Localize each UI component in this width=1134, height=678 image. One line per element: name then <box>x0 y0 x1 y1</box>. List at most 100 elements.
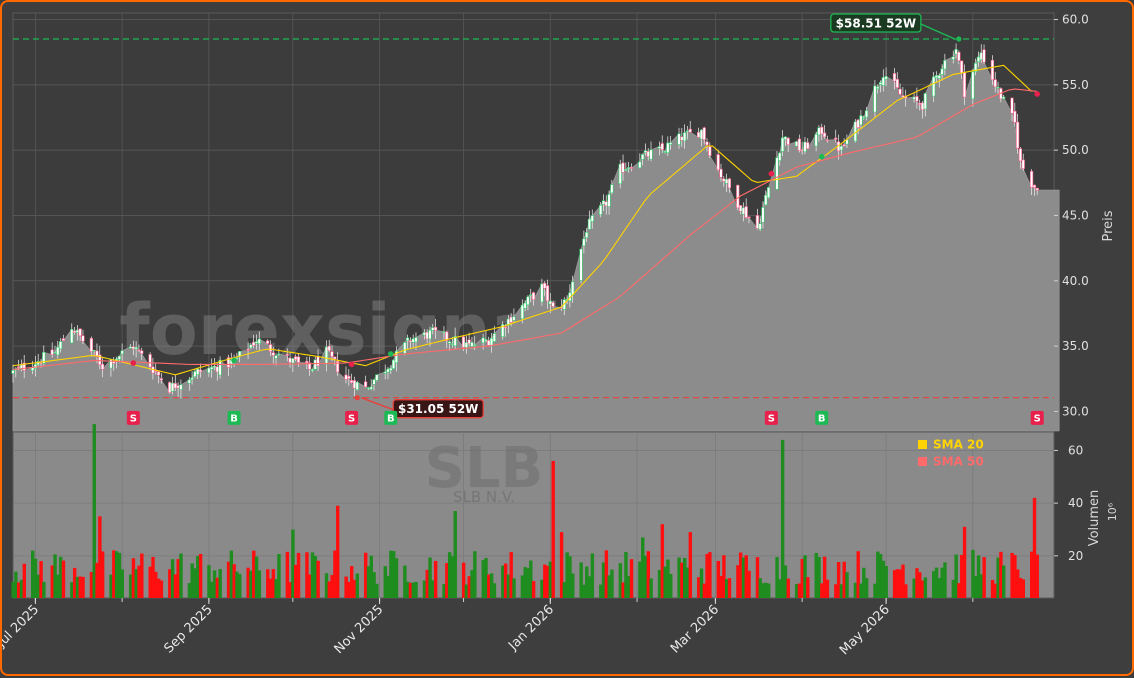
low-52w-label: $31.05 52W <box>398 402 478 416</box>
candle-body <box>61 338 65 341</box>
volume-bar <box>503 563 508 598</box>
volume-tick-label: 40 <box>1068 496 1083 510</box>
candle-body <box>464 342 468 348</box>
volume-bar <box>506 574 511 598</box>
volume-bar <box>333 550 337 598</box>
candle-body <box>548 300 552 305</box>
candle-body <box>509 316 513 323</box>
volume-bar <box>551 460 555 598</box>
volume-bar <box>453 511 457 598</box>
volume-bar <box>173 574 178 598</box>
volume-bar <box>391 551 396 598</box>
candle-body <box>33 364 37 369</box>
price-axis: 30.0 35.0 40.0 45.0 50.0 55.0 60.0 <box>1054 13 1089 418</box>
volume-bar <box>61 560 66 598</box>
candle-body <box>786 137 790 145</box>
candle-body <box>646 151 650 157</box>
candle-body <box>794 141 799 147</box>
signal-dot <box>1034 91 1041 97</box>
candle-body <box>355 381 359 391</box>
candle-body <box>366 387 370 390</box>
volume-bar <box>996 557 1000 598</box>
candle-body <box>50 349 54 355</box>
volume-bar <box>548 561 553 598</box>
volume-bar <box>159 580 164 598</box>
volume-bar <box>487 574 491 598</box>
volume-bar <box>610 569 614 598</box>
candle-body <box>156 371 161 376</box>
candle-body <box>294 356 298 360</box>
candle-body <box>408 340 412 343</box>
price-annotations: $58.51 52W $31.05 52W S B S B S B S <box>13 13 1054 425</box>
candle-body <box>391 359 396 369</box>
volume-bar <box>39 561 43 598</box>
volume-bar <box>481 560 485 598</box>
candle-body <box>702 127 706 141</box>
x-tick-label: Sep 2025 <box>161 602 215 656</box>
volume-bar <box>72 567 77 598</box>
candle-body <box>288 357 292 363</box>
candle-body <box>918 102 922 105</box>
candle-body <box>643 150 648 153</box>
volume-bar <box>53 554 57 598</box>
volume-bar <box>540 579 544 598</box>
candle-body <box>940 68 944 75</box>
volume-bar <box>716 560 720 598</box>
candle-body <box>470 342 474 347</box>
volume-bar <box>131 558 136 598</box>
volume-bar <box>565 552 569 598</box>
volume-bar <box>442 584 446 598</box>
volume-bar <box>1010 552 1014 598</box>
volume-bar <box>16 582 21 598</box>
volume-bar <box>207 565 211 598</box>
volume-bar <box>904 584 908 598</box>
candle-body <box>442 331 446 334</box>
volume-bar <box>350 566 354 598</box>
volume-bar <box>266 569 270 598</box>
candle-body <box>982 49 986 63</box>
volume-bar <box>934 567 939 598</box>
sma50-line <box>12 88 1038 371</box>
candle-body <box>190 377 194 380</box>
candle-body <box>327 345 331 351</box>
candle-body <box>363 381 368 388</box>
candle-body <box>89 338 93 352</box>
volume-bar <box>383 566 387 598</box>
candle-body <box>755 215 759 229</box>
volume-bar <box>347 581 351 598</box>
volume-bar <box>363 552 368 598</box>
volume-bar <box>780 439 785 598</box>
volume-bar <box>1021 579 1026 598</box>
volume-bar <box>529 560 533 598</box>
volume-bar <box>148 566 152 598</box>
volume-bar <box>601 562 606 598</box>
volume-bar <box>923 577 928 598</box>
candle-body <box>120 350 124 355</box>
candle-body <box>529 294 533 296</box>
volume-bar <box>327 581 332 598</box>
candle-body <box>912 96 916 100</box>
candle-body <box>758 223 762 230</box>
volume-bar <box>19 579 24 598</box>
volume-bar <box>464 584 469 598</box>
signal-label: S <box>1034 413 1041 424</box>
volume-bar <box>70 582 74 598</box>
candle-body <box>825 139 829 142</box>
candle-body <box>308 362 312 370</box>
volume-bar <box>736 565 740 598</box>
volume-bar <box>979 574 984 598</box>
candle-body <box>336 361 340 373</box>
volume-bar <box>313 555 318 598</box>
candle-body <box>957 51 961 61</box>
volume-bar <box>112 550 116 598</box>
volume-bar <box>238 574 242 598</box>
candle-body <box>1002 96 1006 100</box>
candle-body <box>512 316 516 321</box>
candle-body <box>117 355 121 360</box>
candle-body <box>587 218 592 230</box>
candle-body <box>1013 110 1017 123</box>
candle-body <box>375 374 379 381</box>
candle-body <box>198 369 203 373</box>
volume-bar <box>764 582 768 598</box>
volume-bar <box>196 556 200 598</box>
